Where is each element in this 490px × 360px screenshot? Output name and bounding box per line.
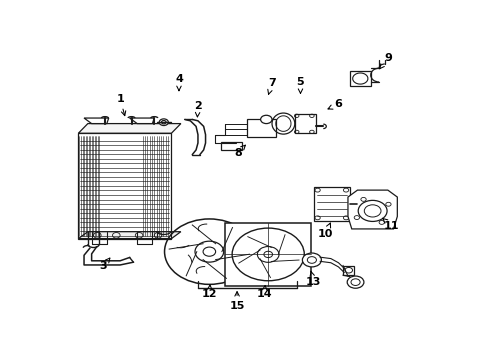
Circle shape xyxy=(302,253,321,267)
Bar xyxy=(295,114,316,133)
Text: 9: 9 xyxy=(380,53,392,69)
Bar xyxy=(220,141,242,150)
Circle shape xyxy=(264,251,272,258)
Polygon shape xyxy=(348,190,397,229)
Bar xyxy=(343,266,354,275)
Text: 11: 11 xyxy=(383,218,399,231)
Polygon shape xyxy=(84,118,109,123)
Text: 4: 4 xyxy=(175,74,183,91)
Circle shape xyxy=(203,247,216,256)
Polygon shape xyxy=(78,232,181,239)
Circle shape xyxy=(159,119,169,126)
Circle shape xyxy=(358,201,387,221)
Text: 15: 15 xyxy=(229,292,245,311)
Text: 14: 14 xyxy=(257,285,272,299)
Bar xyxy=(78,133,172,239)
Text: 2: 2 xyxy=(194,100,202,117)
Bar xyxy=(225,223,311,286)
Bar xyxy=(247,120,276,138)
Circle shape xyxy=(261,115,272,123)
Text: 3: 3 xyxy=(99,258,110,271)
Text: 10: 10 xyxy=(318,223,333,239)
Text: 1: 1 xyxy=(116,94,126,116)
Text: 7: 7 xyxy=(268,78,276,94)
Text: 5: 5 xyxy=(296,77,304,93)
Bar xyxy=(314,187,350,221)
Circle shape xyxy=(347,276,364,288)
Polygon shape xyxy=(129,118,154,123)
Text: 13: 13 xyxy=(306,271,321,287)
Polygon shape xyxy=(78,123,181,133)
Circle shape xyxy=(162,121,166,124)
Text: 6: 6 xyxy=(328,99,343,109)
Bar xyxy=(350,71,371,86)
Text: 8: 8 xyxy=(234,145,245,158)
Text: 12: 12 xyxy=(201,285,217,299)
